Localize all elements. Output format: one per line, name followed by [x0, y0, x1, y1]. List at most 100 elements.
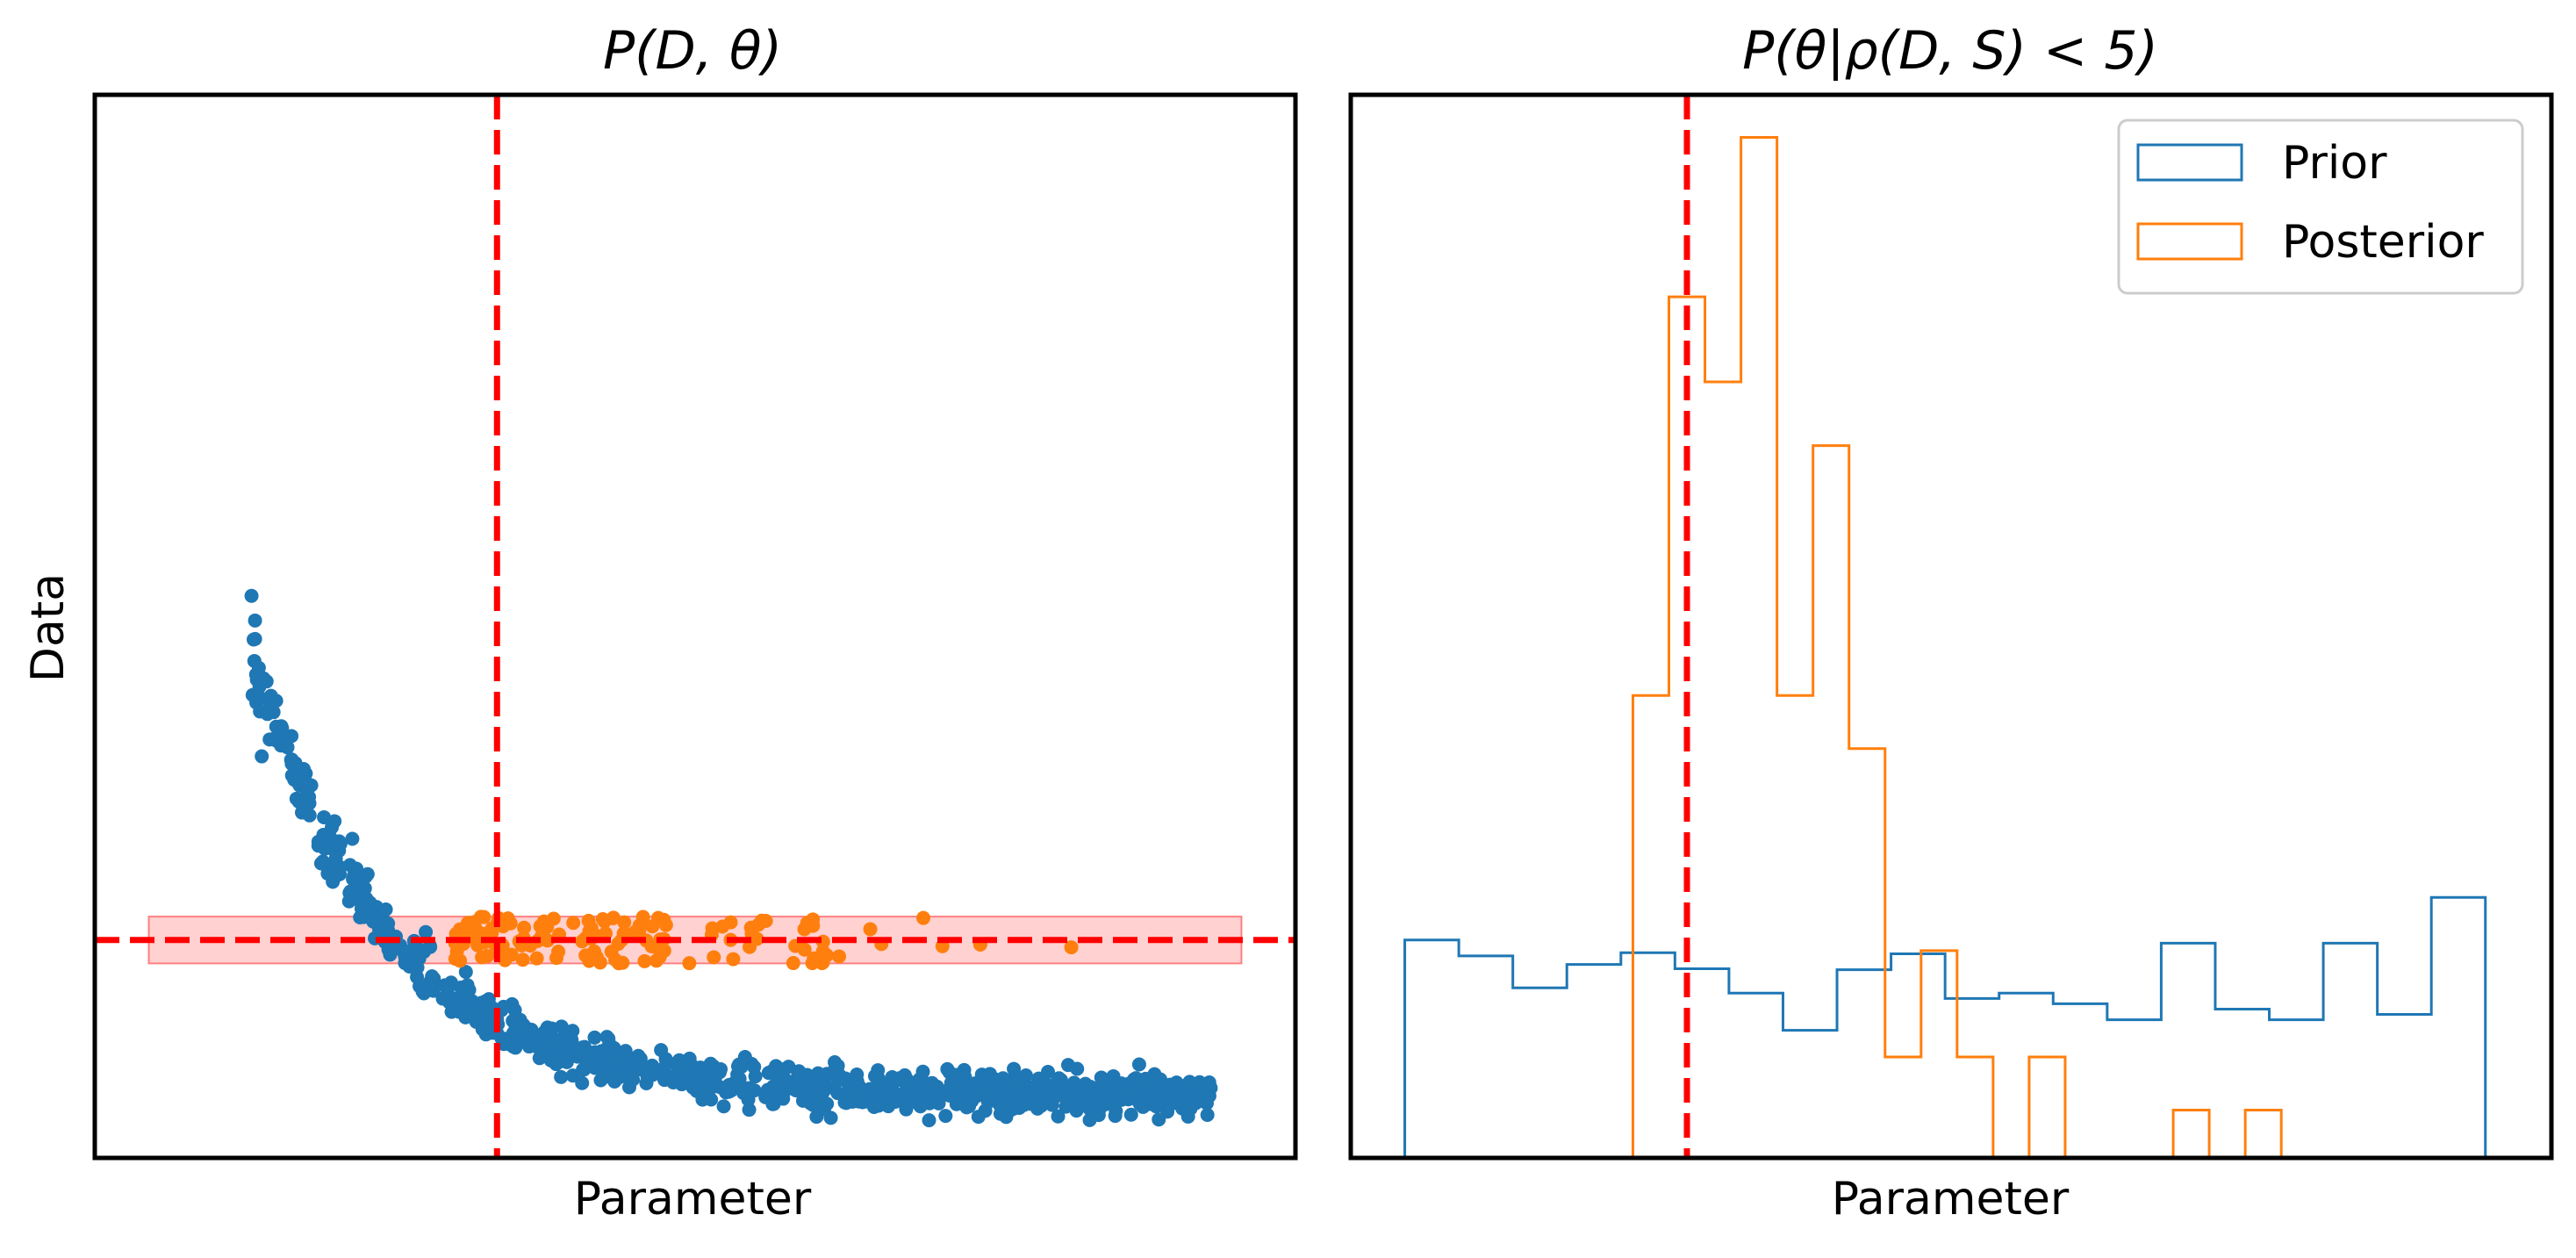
prior-points-layer [244, 588, 1218, 1128]
prior-point [795, 1083, 810, 1098]
prior-point [577, 1062, 592, 1077]
prior-point [1188, 1096, 1203, 1111]
left-xlabel: Parameter [574, 1173, 812, 1226]
prior-point [1101, 1082, 1116, 1096]
prior-point [813, 1081, 828, 1096]
prior-point [597, 1059, 612, 1074]
posterior-point [598, 926, 613, 941]
posterior-point [551, 944, 566, 959]
prior-point [978, 1103, 993, 1118]
prior-point [773, 1061, 788, 1076]
right-panel: P(θ|ρ(D, S) < 5) Parameter Prior Posteri… [1348, 20, 2554, 1226]
legend-prior-label: Prior [2282, 137, 2387, 190]
prior-point [481, 992, 496, 1007]
prior-point [328, 852, 343, 866]
prior-histogram [1403, 895, 2487, 1158]
prior-point [587, 1030, 602, 1045]
prior-point [1183, 1079, 1198, 1094]
posterior-point [657, 943, 671, 958]
prior-point [1034, 1098, 1049, 1113]
prior-point [1109, 1103, 1123, 1118]
prior-point [681, 1068, 696, 1083]
prior-point [275, 730, 290, 745]
prior-point [1163, 1089, 1178, 1104]
prior-point [895, 1087, 910, 1102]
prior-point [379, 922, 394, 937]
posterior-point [658, 917, 673, 932]
prior-point [404, 957, 419, 972]
prior-point [829, 1068, 844, 1083]
prior-point [994, 1101, 1009, 1116]
prior-point [360, 866, 375, 881]
prior-point [716, 1099, 731, 1114]
prior-point [445, 996, 460, 1011]
right-title: P(θ|ρ(D, S) < 5) [1742, 20, 2158, 82]
prior-point [741, 1092, 756, 1107]
prior-point [828, 1055, 843, 1070]
prior-point [507, 1003, 522, 1017]
prior-point [353, 910, 368, 925]
prior-point [554, 1069, 569, 1084]
prior-point [269, 694, 283, 708]
posterior-point [582, 953, 597, 968]
prior-point [302, 796, 317, 811]
prior-point [1070, 1061, 1085, 1076]
prior-point [671, 1060, 686, 1075]
prior-point [865, 1088, 879, 1103]
prior-point [248, 631, 262, 646]
prior-point [366, 908, 381, 923]
prior-point [248, 613, 262, 628]
prior-point [1127, 1072, 1142, 1087]
left-ylabel: Data [22, 573, 75, 682]
prior-point [1017, 1089, 1032, 1103]
posterior-point [786, 956, 800, 971]
legend-posterior-label: Posterior [2282, 216, 2484, 269]
prior-point [1041, 1065, 1056, 1080]
prior-point [317, 809, 332, 824]
posterior-point [606, 910, 621, 925]
posterior-point [456, 924, 470, 939]
prior-point [922, 1113, 936, 1128]
prior-point [343, 884, 358, 899]
posterior-point [707, 950, 721, 965]
legend-box [2117, 119, 2524, 295]
prior-point [761, 1066, 776, 1081]
prior-point [949, 1096, 964, 1111]
prior-point [244, 588, 259, 603]
posterior-point [723, 915, 738, 930]
posterior-point [566, 916, 581, 931]
prior-point [1018, 1068, 1033, 1082]
prior-point [513, 1032, 528, 1047]
prior-point [1194, 1085, 1209, 1100]
posterior-point [595, 912, 610, 927]
posterior-point [468, 921, 483, 936]
prior-point [938, 1109, 953, 1124]
prior-point [440, 981, 455, 996]
prior-point [730, 1067, 745, 1082]
prior-point [1082, 1112, 1097, 1127]
right-xlabel: Parameter [1832, 1173, 2070, 1226]
posterior-point [649, 953, 664, 968]
prior-point [333, 866, 348, 881]
prior-point [601, 1032, 616, 1046]
posterior-point [1064, 940, 1079, 955]
prior-point [1115, 1092, 1130, 1107]
prior-point [255, 749, 269, 764]
prior-point [949, 1082, 964, 1096]
posterior-point [805, 956, 820, 971]
posterior-point [592, 955, 607, 970]
prior-point [396, 945, 411, 960]
prior-point [817, 1102, 832, 1117]
prior-point [260, 707, 275, 722]
posterior-point [806, 912, 821, 927]
posterior-point [754, 913, 769, 928]
legend-posterior-swatch [2136, 222, 2243, 261]
posterior-point [916, 910, 931, 925]
prior-point [912, 1081, 927, 1096]
posterior-point [615, 955, 630, 970]
posterior-point [475, 950, 490, 965]
prior-point [653, 1064, 668, 1079]
prior-point [931, 1096, 946, 1111]
posterior-point [682, 956, 697, 971]
prior-point [500, 1036, 515, 1051]
